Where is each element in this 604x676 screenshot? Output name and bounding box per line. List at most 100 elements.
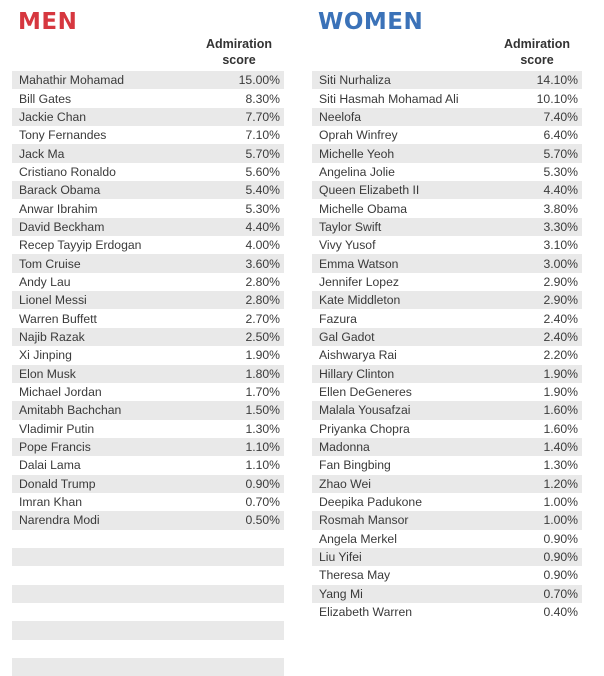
men-person-name: Amitabh Bachchan [19, 403, 122, 418]
men-table-row: Lionel Messi 2.80% [12, 291, 284, 310]
men-table-row: Tom Cruise 3.60% [12, 254, 284, 273]
men-table: Mahathir Mohamad 15.00% Bill Gates 8.30% Jac… [12, 71, 284, 676]
women-admiration-score: 1.90% [543, 366, 578, 381]
women-table-row: Theresa May 0.90% [312, 566, 582, 584]
women-table-row: Liu Yifei 0.90% [312, 547, 582, 567]
women-admiration-score: 10.10% [536, 91, 578, 106]
women-admiration-score: 14.10% [536, 73, 578, 88]
women-table-row: Priyanka Chopra 1.60% [312, 420, 582, 438]
women-person-name: Theresa May [319, 568, 391, 583]
women-table-row: Zhao Wei 1.20% [312, 474, 582, 493]
men-admiration-score: 1.30% [245, 421, 280, 436]
women-table-row: Elizabeth Warren 0.40% [312, 603, 582, 621]
women-table-row: Taylor Swift 3.30% [312, 217, 582, 237]
men-admiration-score: 5.70% [245, 146, 280, 161]
women-person-name: Aishwarya Rai [319, 348, 397, 363]
men-admiration-score: 1.70% [245, 385, 280, 400]
men-heading: MEN [18, 9, 78, 35]
women-admiration-score: 0.70% [543, 586, 578, 601]
men-person-name: Pope Francis [19, 440, 91, 455]
men-person-name: Andy Lau [19, 274, 71, 289]
women-table-row: Gal Gadot 2.40% [312, 327, 582, 347]
men-person-name: Vladimir Putin [19, 421, 95, 436]
women-table-row: Hillary Clinton 1.90% [312, 364, 582, 383]
women-person-name: Hillary Clinton [319, 366, 395, 381]
women-table-row: Rosmah Mansor 1.00% [312, 511, 582, 530]
women-table-row: Malala Yousafzai 1.60% [312, 401, 582, 420]
men-admiration-score: 1.90% [245, 348, 280, 363]
women-admiration-score: 3.30% [543, 219, 578, 234]
men-person-name: Anwar Ibrahim [19, 201, 98, 216]
women-table-row: Michelle Obama 3.80% [312, 199, 582, 217]
women-admiration-score: 7.40% [543, 109, 578, 124]
men-table-row: David Beckham 4.40% [12, 217, 284, 237]
women-score-header-line2: score [520, 53, 554, 67]
men-table-row: Anwar Ibrahim 5.30% [12, 199, 284, 217]
women-admiration-score: 4.40% [543, 183, 578, 198]
women-person-name: Angela Merkel [319, 531, 397, 546]
women-person-name: Elizabeth Warren [319, 605, 413, 620]
men-table-row: Amitabh Bachchan 1.50% [12, 401, 284, 420]
men-table-row: Barack Obama 5.40% [12, 181, 284, 200]
women-table-row: Kate Middleton 2.90% [312, 291, 582, 310]
women-heading: WOMEN [318, 9, 424, 35]
men-admiration-score: 5.40% [245, 183, 280, 198]
men-table-row: Bill Gates 8.30% [12, 89, 284, 107]
men-person-name: Lionel Messi [19, 293, 87, 308]
men-person-name: Jackie Chan [19, 109, 87, 124]
men-table-row: Warren Buffett 2.70% [12, 309, 284, 327]
men-person-name: Michael Jordan [19, 385, 102, 400]
men-person-name: Mahathir Mohamad [19, 73, 124, 88]
men-admiration-score: 2.80% [245, 274, 280, 289]
men-person-name: Donald Trump [19, 476, 96, 491]
men-person-name: Najib Razak [19, 329, 85, 344]
women-admiration-score: 2.90% [543, 293, 578, 308]
women-score-header-line1: Admiration [504, 37, 570, 51]
men-table-row: Imran Khan 0.70% [12, 493, 284, 511]
men-admiration-score: 1.10% [245, 440, 280, 455]
women-admiration-score: 2.20% [543, 348, 578, 363]
women-admiration-score: 0.90% [543, 531, 578, 546]
women-person-name: Deepika Padukone [319, 495, 422, 510]
men-person-name: Xi Jinping [19, 348, 72, 363]
women-admiration-score: 1.00% [543, 495, 578, 510]
women-admiration-score: 0.40% [543, 605, 578, 620]
men-table-row [12, 640, 284, 658]
women-table-row: Angela Merkel 0.90% [312, 530, 582, 548]
women-admiration-score: 2.90% [543, 274, 578, 289]
women-person-name: Zhao Wei [319, 476, 371, 491]
men-table-row [12, 566, 284, 584]
men-score-header-line2: score [222, 53, 256, 67]
women-admiration-score: 5.70% [543, 146, 578, 161]
men-admiration-score: 0.70% [245, 495, 280, 510]
men-table-row: Najib Razak 2.50% [12, 327, 284, 347]
women-admiration-score: 1.60% [543, 403, 578, 418]
women-table-row: Queen Elizabeth II 4.40% [312, 181, 582, 200]
women-person-name: Fan Bingbing [319, 458, 391, 473]
men-admiration-score: 5.30% [245, 201, 280, 216]
men-person-name: Cristiano Ronaldo [19, 164, 116, 179]
men-table-row: Xi Jinping 1.90% [12, 346, 284, 364]
men-table-row: Vladimir Putin 1.30% [12, 420, 284, 438]
women-table-row: Yang Mi 0.70% [312, 584, 582, 603]
women-person-name: Madonna [319, 440, 370, 455]
men-admiration-score: 15.00% [238, 73, 280, 88]
men-table-row: Tony Fernandes 7.10% [12, 126, 284, 144]
men-table-row [12, 584, 284, 603]
men-person-name: Tom Cruise [19, 256, 81, 271]
men-admiration-score: 1.80% [245, 366, 280, 381]
women-person-name: Gal Gadot [319, 329, 375, 344]
women-table-row: Vivy Yusof 3.10% [312, 236, 582, 254]
women-table-row: Jennifer Lopez 2.90% [312, 273, 582, 291]
women-person-name: Rosmah Mansor [319, 513, 409, 528]
men-person-name: Narendra Modi [19, 513, 100, 528]
women-admiration-score: 5.30% [543, 164, 578, 179]
men-admiration-score: 1.50% [245, 403, 280, 418]
men-person-name: Imran Khan [19, 495, 83, 510]
men-person-name: Dalai Lama [19, 458, 81, 473]
women-table-row: Fan Bingbing 1.30% [312, 456, 582, 474]
men-table-row: Pope Francis 1.10% [12, 437, 284, 457]
women-table-row: Emma Watson 3.00% [312, 254, 582, 273]
men-admiration-score: 0.50% [245, 513, 280, 528]
women-admiration-score: 1.00% [543, 513, 578, 528]
